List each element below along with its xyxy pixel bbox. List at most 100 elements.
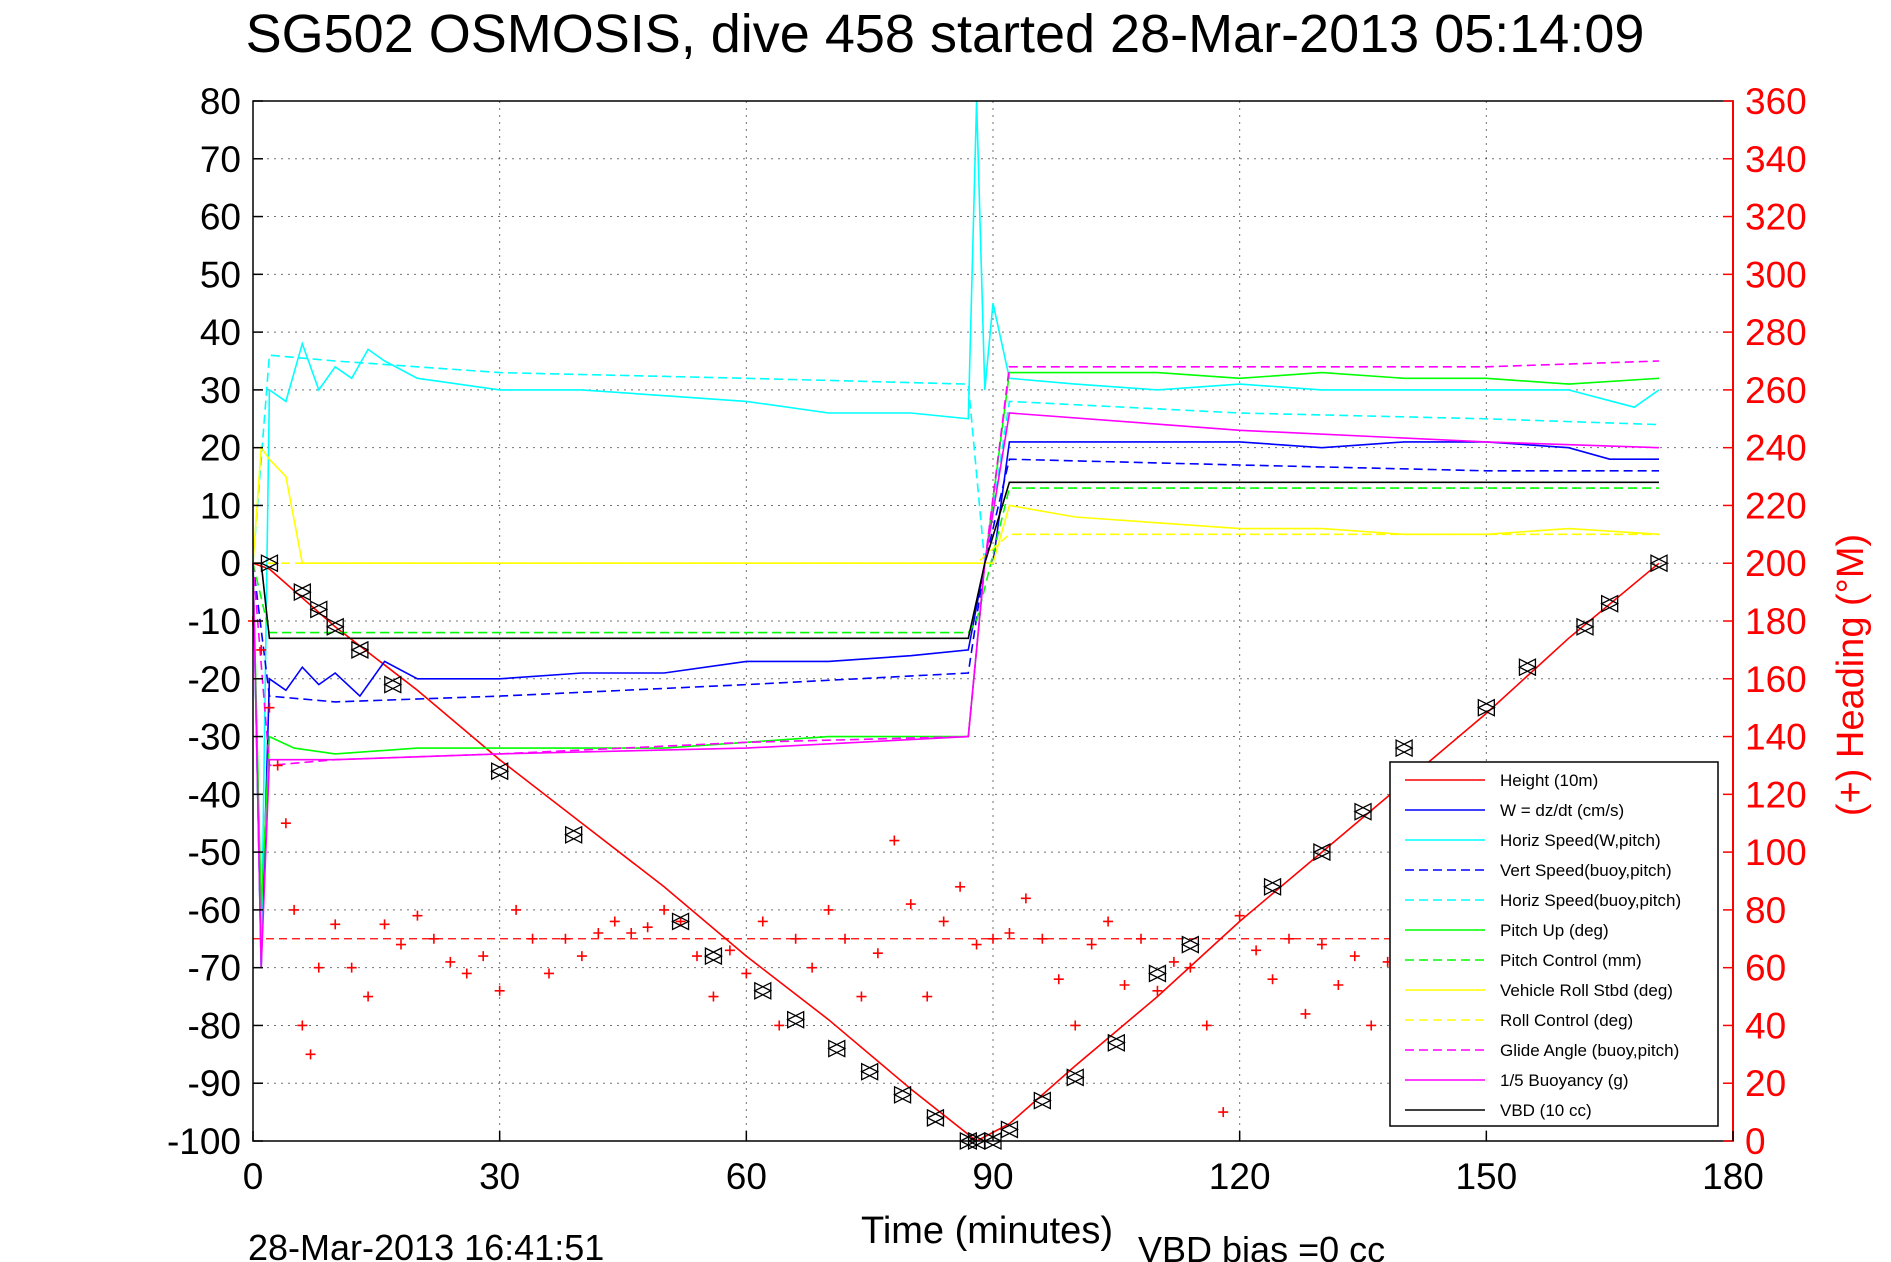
x-axis-label: Time (minutes) bbox=[861, 1210, 1113, 1252]
heading-point bbox=[412, 910, 423, 921]
heading-point bbox=[708, 991, 719, 1002]
series-line-2 bbox=[252, 100, 1660, 968]
heading-point bbox=[823, 904, 834, 915]
series-line-5 bbox=[252, 371, 1660, 910]
heading-point bbox=[1152, 985, 1163, 996]
x-tick-label: 180 bbox=[1702, 1156, 1764, 1197]
y-tick-label: -80 bbox=[188, 1005, 241, 1046]
heading-point bbox=[955, 881, 966, 892]
series-line-6 bbox=[252, 487, 1659, 634]
y-tick-label: 30 bbox=[200, 370, 241, 411]
heading-point bbox=[938, 916, 949, 927]
heading-point bbox=[1300, 1008, 1311, 1019]
legend-box bbox=[1389, 761, 1719, 1127]
footer-timestamp: 28-Mar-2013 16:41:51 bbox=[248, 1227, 604, 1262]
heading-point bbox=[1316, 939, 1327, 950]
y-right-tick-label: 340 bbox=[1745, 139, 1807, 180]
series-line-8 bbox=[253, 533, 1659, 565]
legend-label: Pitch Up (deg) bbox=[1500, 921, 1609, 940]
y-right-tick-label: 60 bbox=[1745, 948, 1786, 989]
heading-point bbox=[1234, 910, 1245, 921]
y-tick-label: 80 bbox=[200, 81, 241, 122]
y-tick-label: 20 bbox=[200, 428, 241, 469]
heading-point bbox=[305, 1049, 316, 1060]
y-right-tick-label: 240 bbox=[1745, 428, 1807, 469]
heading-point bbox=[971, 939, 982, 950]
heading-point bbox=[445, 956, 456, 967]
vbd-marker-back bbox=[1065, 1068, 1084, 1087]
legend-label: VBD (10 cc) bbox=[1500, 1101, 1592, 1120]
heading-point bbox=[330, 919, 341, 930]
heading-point bbox=[272, 760, 283, 771]
vbd-marker-back bbox=[860, 1062, 879, 1081]
heading-point bbox=[692, 951, 702, 962]
heading-point bbox=[428, 933, 439, 944]
heading-point bbox=[1366, 1020, 1377, 1031]
vbd-marker-back bbox=[753, 981, 772, 1000]
vbd-marker-back bbox=[1600, 594, 1619, 613]
heading-point bbox=[1136, 933, 1146, 944]
heading-point bbox=[757, 916, 768, 927]
y-right-tick-label: 200 bbox=[1745, 543, 1807, 584]
vbd-marker-back bbox=[786, 1010, 805, 1029]
heading-point bbox=[1333, 980, 1344, 990]
y-right-tick-label: 0 bbox=[1745, 1121, 1766, 1162]
vbd-marker-back bbox=[1263, 877, 1282, 896]
y-tick-label: -40 bbox=[188, 774, 241, 815]
legend: Height (10m) W = dz/dt (cm/s) Horiz Speed(… bbox=[1389, 761, 1719, 1127]
vbd-marker-back bbox=[827, 1039, 846, 1058]
y-tick-label: -100 bbox=[167, 1121, 241, 1162]
heading-point bbox=[560, 933, 571, 944]
vbd-marker-back bbox=[703, 947, 723, 966]
vbd-marker-back bbox=[1517, 658, 1537, 677]
heading-point bbox=[1284, 933, 1294, 944]
y-right-tick-label: 180 bbox=[1745, 601, 1807, 642]
y-axis-right-label: (+) Heading (°M) bbox=[1830, 534, 1872, 816]
x-tick-label: 60 bbox=[726, 1156, 767, 1197]
y-right-tick-label: 360 bbox=[1745, 81, 1807, 122]
vbd-marker-back bbox=[564, 825, 583, 844]
heading-point bbox=[256, 644, 267, 655]
heading-point bbox=[922, 991, 933, 1002]
heading-point bbox=[593, 928, 604, 938]
vbd-marker-back bbox=[671, 912, 690, 931]
vbd-marker-back bbox=[1147, 964, 1167, 983]
series-line-4 bbox=[252, 354, 1660, 564]
heading-point bbox=[494, 985, 505, 996]
vbd-marker-back bbox=[383, 675, 402, 694]
y-tick-label: 70 bbox=[200, 139, 241, 180]
heading-point bbox=[1086, 939, 1097, 950]
heading-point bbox=[1037, 933, 1048, 944]
heading-point bbox=[544, 968, 554, 979]
vbd-marker-back bbox=[925, 1108, 945, 1127]
heading-point bbox=[807, 962, 818, 973]
heading-point bbox=[1103, 916, 1114, 927]
x-tick-label: 0 bbox=[243, 1156, 264, 1197]
heading-point bbox=[1119, 980, 1130, 990]
vbd-marker-back bbox=[259, 554, 279, 573]
y-right-tick-label: 120 bbox=[1745, 774, 1807, 815]
y-right-tick-label: 160 bbox=[1745, 659, 1807, 700]
vbd-marker-back bbox=[1353, 802, 1372, 821]
heading-point bbox=[280, 818, 291, 829]
heading-point bbox=[872, 948, 883, 959]
legend-label: 1/5 Buoyancy (g) bbox=[1500, 1071, 1629, 1090]
y-tick-label: -50 bbox=[188, 832, 241, 873]
heading-point bbox=[478, 951, 489, 962]
y-right-tick-label: 40 bbox=[1745, 1005, 1786, 1046]
heading-point bbox=[840, 933, 850, 944]
legend-label: W = dz/dt (cm/s) bbox=[1500, 801, 1624, 820]
series-line-1 bbox=[252, 441, 1659, 968]
heading-point bbox=[774, 1020, 785, 1031]
heading-point bbox=[1251, 945, 1262, 956]
vbd-marker-back bbox=[309, 600, 328, 619]
y-right-tick-label: 140 bbox=[1745, 717, 1807, 758]
heading-point bbox=[659, 904, 670, 915]
x-tick-label: 120 bbox=[1209, 1156, 1271, 1197]
heading-point bbox=[396, 939, 406, 950]
heading-point bbox=[461, 968, 472, 979]
y-tick-label: -60 bbox=[188, 890, 241, 931]
heading-point bbox=[363, 991, 374, 1002]
heading-point bbox=[511, 904, 522, 915]
heading-point bbox=[289, 904, 300, 915]
